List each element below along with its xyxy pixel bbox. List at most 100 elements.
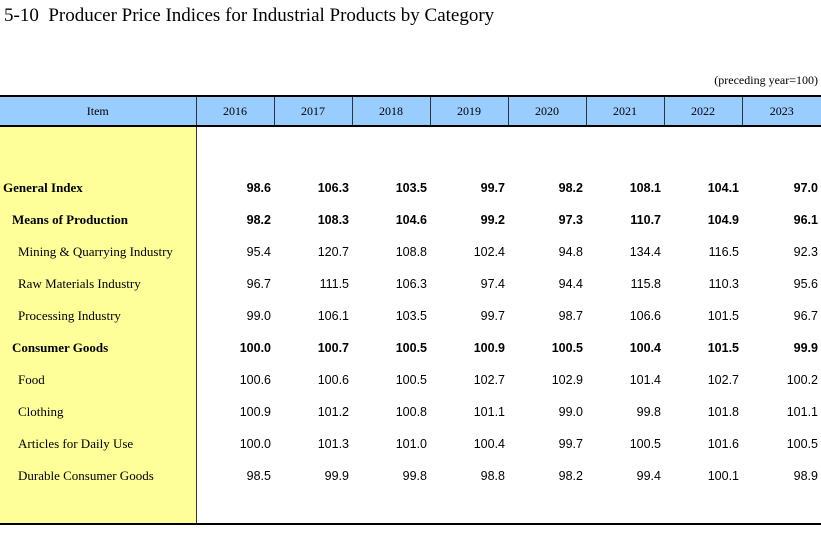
value-cell: 104.9 [707,213,739,227]
value-cell: 99.0 [246,309,271,323]
value-cell: 101.4 [629,373,661,387]
value-cell: 100.7 [317,341,349,355]
table-row: Means of Production 98.2 108.3 104.6 99.2 97.… [0,204,821,236]
value-cell: 100.8 [395,405,427,419]
value-cell: 106.3 [317,181,349,195]
item-cell-empty [0,492,197,525]
value-cell: 99.9 [324,469,349,483]
value-cell: 111.5 [319,277,349,291]
value-cell: 100.5 [395,373,427,387]
value-cell: 94.4 [558,277,583,291]
value-cell: 102.7 [707,373,739,387]
row-label: Consumer Goods [0,332,197,364]
unit-note: (preceding year=100) [714,73,818,87]
value-cell: 108.8 [395,245,427,259]
table-row: Clothing 100.9 101.2 100.8 101.1 99.0 99.8 101.… [0,396,821,428]
value-cell: 101.5 [707,341,739,355]
value-cell: 99.7 [480,181,505,195]
spacer-row [0,126,821,172]
value-cell: 98.7 [558,309,583,323]
value-cell: 102.4 [473,245,505,259]
value-cell: 106.6 [629,309,661,323]
value-cell: 98.2 [558,181,583,195]
value-cell: 110.3 [708,277,739,291]
value-cell: 100.6 [317,373,349,387]
value-cell: 103.5 [395,181,427,195]
value-cell: 116.5 [708,245,739,259]
item-cell-empty [0,126,197,172]
value-cell: 98.2 [246,213,271,227]
value-cell: 115.8 [630,277,661,291]
value-cell: 101.0 [395,437,427,451]
column-header-year: 2017 [273,95,352,127]
value-cell: 101.1 [786,405,818,419]
value-cell: 101.2 [317,405,349,419]
value-cell: 99.7 [480,309,505,323]
column-header-year: 2023 [741,95,821,127]
value-cell: 100.5 [551,341,583,355]
table-row: Durable Consumer Goods 98.5 99.9 99.8 98.8 98… [0,460,821,492]
value-cell: 98.2 [558,469,583,483]
table-header-row: Item 2016 2017 2018 2019 2020 2021 2022 … [0,95,821,127]
value-cell: 97.0 [793,181,818,195]
value-cell: 102.7 [473,373,505,387]
column-header-year: 2019 [429,95,508,127]
value-cell: 100.1 [707,469,739,483]
value-cell: 100.9 [239,405,271,419]
value-cell: 95.4 [246,245,271,259]
value-cell: 100.0 [239,437,271,451]
row-label: Mining & Quarrying Industry [0,236,197,268]
value-cell: 104.6 [395,213,427,227]
value-cell: 120.7 [317,245,349,259]
value-cell: 101.3 [317,437,349,451]
value-cell: 100.5 [395,341,427,355]
value-cell: 101.8 [707,405,739,419]
value-cell: 95.6 [793,277,818,291]
value-cell: 99.7 [558,437,583,451]
table-row: General Index 98.6 106.3 103.5 99.7 98.2 108.1… [0,172,821,204]
value-cell: 100.6 [239,373,271,387]
value-cell: 108.1 [629,181,661,195]
row-label: Clothing [0,396,197,428]
value-cell: 104.1 [707,181,739,195]
value-cell: 100.9 [473,341,505,355]
value-cell: 99.0 [558,405,583,419]
value-cell: 100.5 [786,437,818,451]
value-cell: 102.9 [551,373,583,387]
column-header-year: 2022 [663,95,742,127]
price-index-table: Item 2016 2017 2018 2019 2020 2021 2022 … [0,95,821,525]
row-label: Articles for Daily Use [0,428,197,460]
value-cell: 106.1 [317,309,349,323]
value-cell: 99.8 [402,469,427,483]
column-header-year: 2021 [585,95,664,127]
value-cell: 96.7 [793,309,818,323]
value-cell: 94.8 [558,245,583,259]
value-cell: 98.5 [246,469,271,483]
table-row: Mining & Quarrying Industry 95.4 120.7 108.… [0,236,821,268]
column-header-item: Item [0,95,196,127]
value-cell: 96.7 [246,277,271,291]
value-cell: 98.9 [793,469,818,483]
value-cell: 100.2 [786,373,818,387]
page-title: 5-10 Producer Price Indices for Industri… [4,5,495,26]
value-cell: 99.8 [636,405,661,419]
value-cell: 110.7 [630,213,661,227]
value-cell: 97.4 [480,277,505,291]
value-cell: 92.3 [793,245,818,259]
table-row: Processing Industry 99.0 106.1 103.5 99.7 98.… [0,300,821,332]
table-row: Food 100.6 100.6 100.5 102.7 102.9 101.4 102.7 1… [0,364,821,396]
value-cell: 106.3 [395,277,427,291]
value-cell: 100.0 [239,341,271,355]
value-cell: 100.4 [473,437,505,451]
row-label: Raw Materials Industry [0,268,197,300]
table-row: Consumer Goods 100.0 100.7 100.5 100.9 100.5 1… [0,332,821,364]
table-row: Articles for Daily Use 100.0 101.3 101.0 100… [0,428,821,460]
value-cell: 100.5 [629,437,661,451]
value-cell: 101.1 [473,405,505,419]
column-header-year: 2018 [351,95,430,127]
value-cell: 100.4 [629,341,661,355]
value-cell: 99.9 [793,341,818,355]
column-header-year: 2016 [195,95,274,127]
value-cell: 99.4 [636,469,661,483]
row-label: Processing Industry [0,300,197,332]
